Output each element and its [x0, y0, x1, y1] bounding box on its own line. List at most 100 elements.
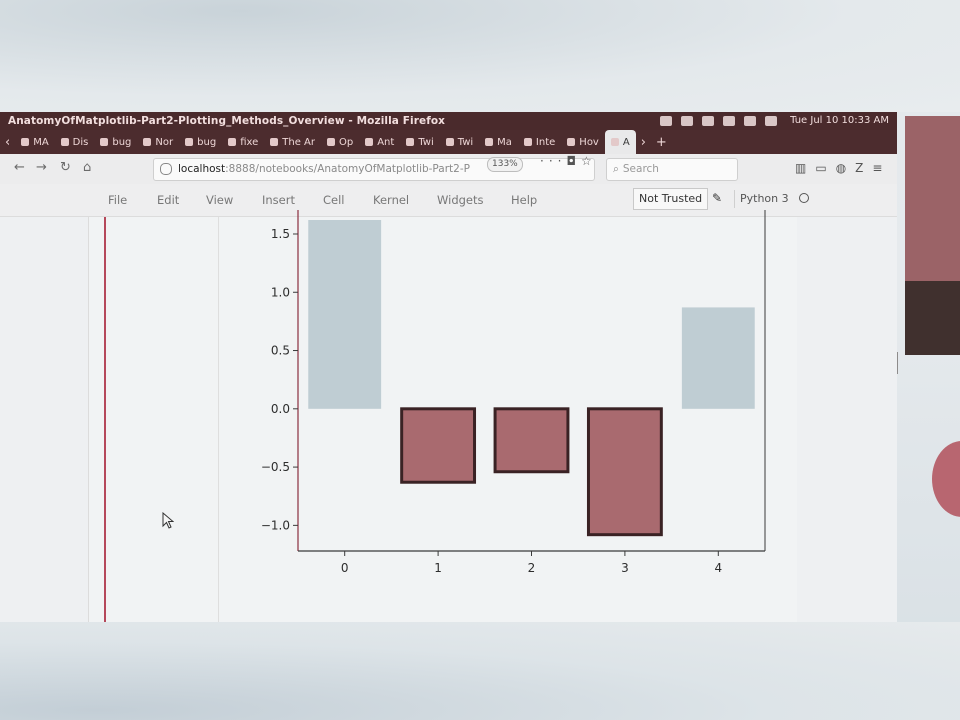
menu-view[interactable]: View: [206, 193, 234, 207]
navigation-bar: ← → ↻ ⌂ localhost:8888/notebooks/Anatomy…: [0, 154, 897, 185]
tab-3[interactable]: Nor: [137, 130, 179, 154]
search-icon: ⌕: [613, 163, 619, 175]
search-input[interactable]: ⌕ Search: [606, 158, 738, 181]
tab-7[interactable]: Op: [321, 130, 359, 154]
not-trusted-button[interactable]: Not Trusted: [633, 188, 709, 210]
divider: [734, 190, 735, 208]
edit-pencil-icon[interactable]: ✎: [712, 191, 723, 205]
reload-icon[interactable]: ↻: [60, 160, 71, 175]
system-tray: Tue Jul 10 10:33 AM: [660, 112, 889, 130]
tab-label: Op: [338, 136, 354, 148]
x-tick-label: 0: [341, 561, 349, 575]
tab-favicon-icon: [21, 138, 30, 146]
bar-3: [586, 407, 663, 537]
side-panel-decoration: [905, 116, 960, 281]
menu-edit[interactable]: Edit: [157, 193, 180, 207]
tab-label: Dis: [72, 136, 89, 148]
desktop-background: [0, 0, 960, 112]
tab-0[interactable]: MA: [15, 130, 54, 154]
tab-2[interactable]: bug: [94, 130, 137, 154]
tab-14[interactable]: A: [604, 130, 636, 154]
address-bar[interactable]: localhost:8888/notebooks/AnatomyOfMatplo…: [153, 158, 595, 181]
tab-9[interactable]: Twi: [400, 130, 439, 154]
search-placeholder: Search: [622, 163, 659, 175]
zotero-icon[interactable]: Z: [855, 161, 864, 175]
tab-10[interactable]: Twi: [440, 130, 479, 154]
tab-favicon-icon: [523, 138, 532, 146]
menu-kernel[interactable]: Kernel: [373, 193, 410, 207]
menu-insert[interactable]: Insert: [262, 193, 295, 207]
tab-label: Nor: [155, 136, 174, 148]
side-panel-decoration-dark: [905, 281, 960, 355]
more-actions-icon[interactable]: ···: [540, 154, 567, 168]
keyboard-icon[interactable]: [681, 116, 694, 126]
tab-label: fixe: [240, 136, 259, 148]
tab-label: Ant: [377, 136, 395, 148]
cell-selection-marker: [104, 217, 106, 622]
zoom-indicator[interactable]: 133%: [487, 157, 523, 172]
menu-icon[interactable]: ≡: [872, 161, 883, 175]
x-tick-label: 1: [434, 561, 442, 575]
site-info-icon[interactable]: [160, 163, 172, 175]
dropbox-icon[interactable]: [660, 116, 673, 126]
url-path: :8888/notebooks/AnatomyOfMatplotlib-Part…: [225, 163, 470, 175]
sidebar-icon[interactable]: ▭: [815, 161, 827, 175]
tab-label: Twi: [418, 136, 434, 148]
menu-widgets[interactable]: Widgets: [437, 193, 484, 207]
menu-cell[interactable]: Cell: [323, 193, 345, 207]
menu-file[interactable]: File: [108, 193, 128, 207]
tab-favicon-icon: [365, 138, 374, 146]
wifi-icon[interactable]: [702, 116, 715, 126]
pocket-icon[interactable]: ◘: [566, 154, 581, 168]
forward-icon[interactable]: →: [36, 160, 47, 175]
tab-label: Hov: [579, 136, 599, 148]
tab-favicon-icon: [445, 138, 454, 146]
bookmark-star-icon[interactable]: ☆: [580, 154, 597, 168]
tab-favicon-icon: [60, 138, 69, 146]
y-tick-label: −0.5: [261, 460, 290, 474]
tab-label: Twi: [457, 136, 474, 148]
tab-favicon-icon: [228, 138, 237, 146]
tab-label: Inte: [535, 136, 556, 148]
tab-5[interactable]: fixe: [222, 130, 264, 154]
x-tick-label: 2: [528, 561, 536, 575]
tab-favicon-icon: [610, 138, 619, 146]
bars-group: [308, 220, 755, 537]
bar-2: [493, 407, 570, 474]
menu-help[interactable]: Help: [511, 193, 538, 207]
home-icon[interactable]: ⌂: [83, 160, 92, 175]
tab-11[interactable]: Ma: [479, 130, 518, 154]
tab-favicon-icon: [143, 138, 152, 146]
clock[interactable]: Tue Jul 10 10:33 AM: [790, 115, 889, 126]
mouse-cursor-icon: [162, 512, 174, 529]
tab-favicon-icon: [406, 138, 415, 146]
notebook-margin: [797, 217, 897, 622]
url-host: localhost: [178, 163, 226, 175]
y-tick-label: 0.5: [271, 344, 290, 358]
tab-1[interactable]: Dis: [55, 130, 95, 154]
y-tick-label: −1.0: [261, 518, 290, 532]
tab-13[interactable]: Hov: [561, 130, 605, 154]
kernel-status-icon: [799, 193, 809, 203]
system-top-bar: AnatomyOfMatplotlib-Part2-Plotting_Metho…: [0, 112, 897, 130]
y-ticks-group: 1.5 1.0 0.5 0.0 −0.5 −1.0: [261, 227, 298, 532]
back-icon[interactable]: ←: [14, 160, 25, 175]
language-icon[interactable]: [723, 116, 736, 126]
library-icon[interactable]: ▥: [795, 161, 807, 175]
tab-scroll-left-icon[interactable]: ‹: [5, 134, 11, 150]
kernel-name[interactable]: Python 3: [740, 192, 789, 205]
cell-prompt-gutter: [88, 217, 219, 622]
window-title: AnatomyOfMatplotlib-Part2-Plotting_Metho…: [8, 115, 446, 127]
tab-label: bug: [112, 136, 132, 148]
battery-icon[interactable]: [744, 116, 757, 126]
extension-icon[interactable]: ◍: [835, 161, 847, 175]
volume-icon[interactable]: [765, 116, 778, 126]
new-tab-icon[interactable]: +: [655, 134, 667, 150]
tab-6[interactable]: The Ar: [264, 130, 321, 154]
tab-label: The Ar: [282, 136, 315, 148]
tab-8[interactable]: Ant: [359, 130, 400, 154]
tab-favicon-icon: [485, 138, 494, 146]
tab-scroll-right-icon[interactable]: ›: [640, 134, 646, 150]
tab-12[interactable]: Inte: [518, 130, 561, 154]
tab-4[interactable]: bug: [179, 130, 222, 154]
